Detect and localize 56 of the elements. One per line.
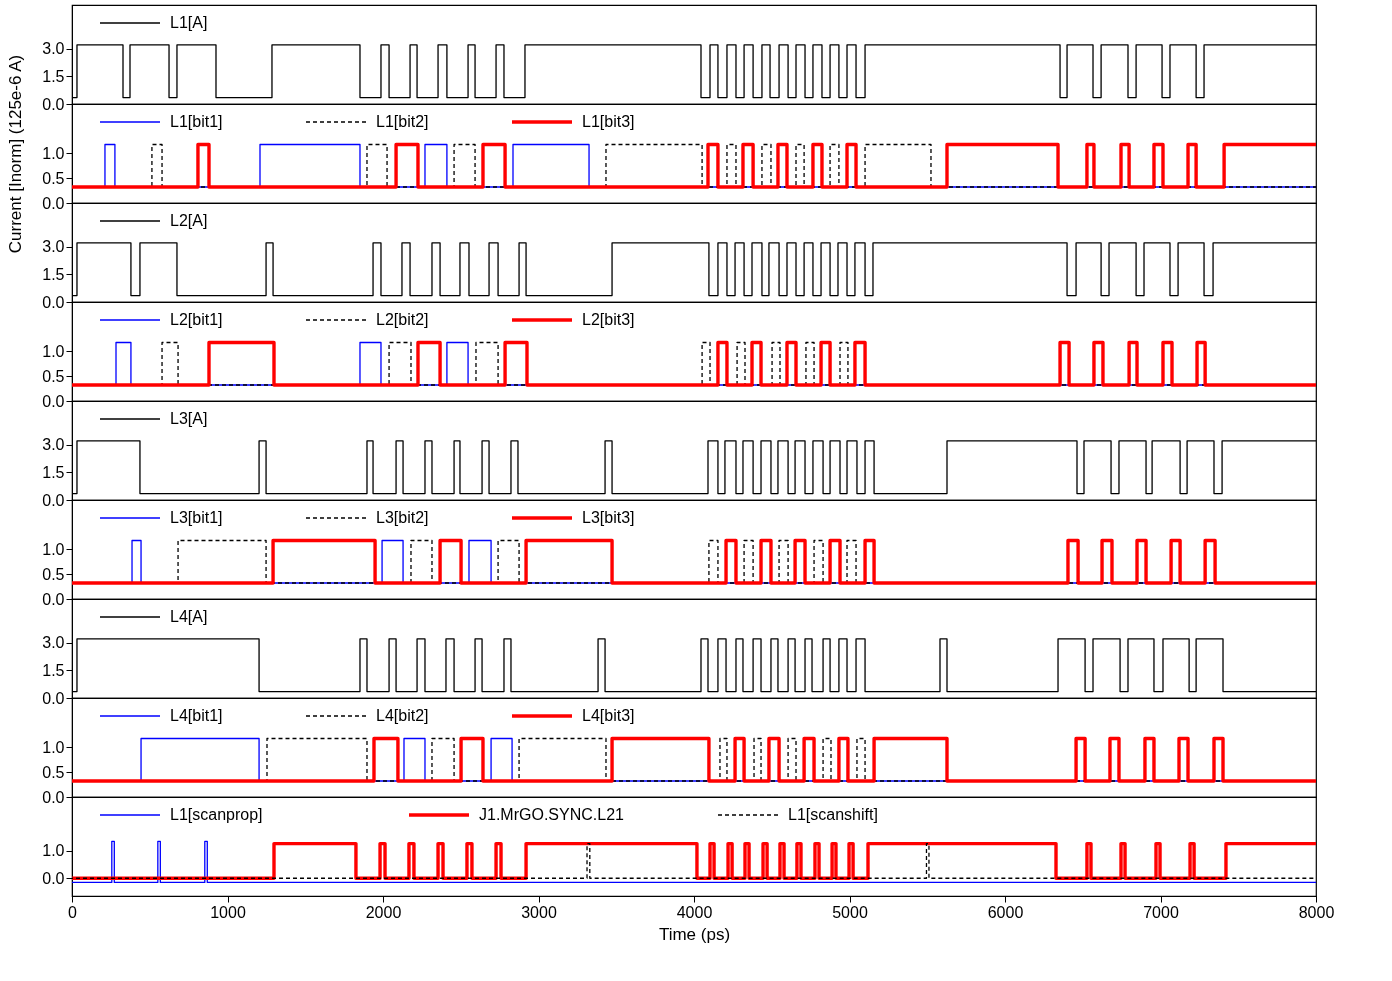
- x-tick-label: 1000: [210, 903, 246, 921]
- y-tick-label: 0.0: [42, 194, 65, 212]
- y-tick-label: 1.5: [42, 67, 65, 85]
- y-tick-label: 0.5: [42, 169, 65, 187]
- legend-label: L3[A]: [170, 410, 208, 427]
- legend-label: L4[A]: [170, 608, 208, 625]
- legend-label: L4[bit2]: [376, 707, 429, 724]
- x-tick-label: 8000: [1298, 903, 1335, 921]
- legend-label: L1[bit2]: [376, 113, 429, 130]
- x-tick-label: 5000: [832, 903, 868, 921]
- y-tick-label: 3.0: [42, 436, 65, 454]
- y-tick-label: 1.0: [42, 540, 65, 558]
- y-tick-label: 1.5: [42, 265, 65, 283]
- y-tick-label: 1.0: [42, 144, 65, 162]
- x-tick-label: 4000: [676, 903, 713, 921]
- legend-label: L1[scanshift]: [788, 806, 878, 823]
- y-tick-label: 0.5: [42, 565, 65, 583]
- legend-label: L1[A]: [170, 14, 208, 31]
- y-tick-label: 1.5: [42, 463, 65, 481]
- legend-label: L4[bit3]: [582, 707, 635, 724]
- y-tick-label: 3.0: [42, 634, 65, 652]
- y-tick-label: 0.0: [42, 95, 65, 113]
- legend-label: L1[bit1]: [170, 113, 223, 130]
- x-tick-label: 0: [68, 903, 78, 921]
- x-tick-label: 6000: [987, 903, 1024, 921]
- x-tick-label: 2000: [365, 903, 402, 921]
- y-tick-label: 0.0: [42, 590, 65, 608]
- x-tick-label: 3000: [521, 903, 557, 921]
- y-tick-label: 3.0: [42, 238, 65, 256]
- legend-label: L3[bit3]: [582, 509, 635, 526]
- y-tick-label: 0.5: [42, 763, 65, 781]
- y-tick-label: 1.0: [42, 342, 65, 360]
- legend-label: L2[bit3]: [582, 311, 635, 328]
- y-axis-title: Current [Inorm] (125e-6 A): [5, 54, 25, 254]
- y-tick-label: 1.0: [42, 738, 65, 756]
- y-tick-label: 0.5: [42, 367, 65, 385]
- legend-label: L2[bit1]: [170, 311, 223, 328]
- x-axis-title: Time (ps): [658, 924, 731, 944]
- legend-label: L1[bit3]: [582, 113, 635, 130]
- y-tick-label: 3.0: [42, 40, 65, 58]
- y-tick-label: 0.0: [42, 491, 65, 509]
- legend-label: L2[A]: [170, 212, 208, 229]
- y-tick-label: 0.0: [42, 869, 65, 887]
- legend-label: J1.MrGO.SYNC.L21: [479, 806, 625, 823]
- legend-label: L3[bit1]: [170, 509, 223, 526]
- y-tick-label: 0.0: [42, 689, 65, 707]
- legend-label: L4[bit1]: [170, 707, 223, 724]
- legend-label: L3[bit2]: [376, 509, 429, 526]
- y-tick-label: 1.5: [42, 661, 65, 679]
- y-tick-label: 0.0: [42, 392, 65, 410]
- legend-label: L1[scanprop]: [170, 806, 263, 823]
- y-tick-label: 0.0: [42, 293, 65, 311]
- legend-label: L2[bit2]: [376, 311, 429, 328]
- y-tick-label: 1.0: [42, 842, 65, 860]
- x-tick-label: 7000: [1143, 903, 1179, 921]
- y-tick-label: 0.0: [42, 788, 65, 806]
